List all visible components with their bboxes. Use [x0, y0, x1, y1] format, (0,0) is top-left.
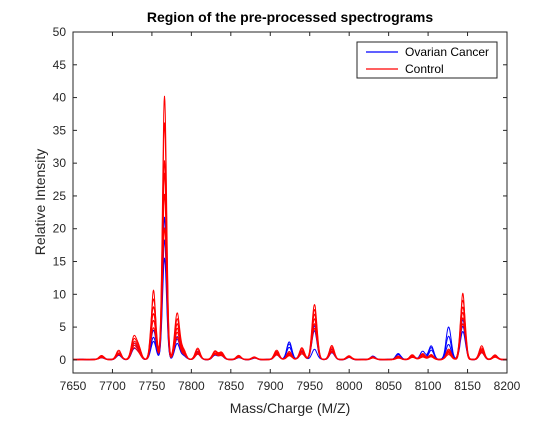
y-tick-label: 40 [53, 91, 67, 105]
x-tick-label: 7650 [60, 379, 87, 393]
legend-box [356, 41, 498, 79]
plot-area-frame [72, 31, 508, 374]
legend: Ovarian Cancer Control [356, 41, 498, 79]
x-tick-label: 7850 [217, 379, 244, 393]
x-axis-label: Mass/Charge (M/Z) [230, 400, 351, 416]
y-tick-label: 35 [53, 123, 67, 137]
x-tick-label: 8150 [454, 379, 481, 393]
legend-label-control: Control [405, 62, 444, 76]
x-tick-label: 7800 [178, 379, 205, 393]
y-tick-label: 10 [53, 287, 67, 301]
x-tick-label: 8200 [494, 379, 521, 393]
x-axis: 7650 7700 7750 7800 7850 7900 7950 8000 8050 8100… [60, 32, 521, 393]
chart-title: Region of the pre-processed spectrograms [147, 9, 434, 25]
series-line-control-7 [73, 193, 507, 361]
series-line-control-8 [73, 227, 507, 361]
x-tick-label: 7900 [257, 379, 284, 393]
y-tick-label: 25 [53, 189, 67, 203]
x-tick-label: 8100 [415, 379, 442, 393]
x-tick-label: 8050 [375, 379, 402, 393]
series-line-control-4 [73, 122, 507, 361]
series-line-control-3 [73, 95, 507, 361]
y-axis: 0 5 10 15 20 25 30 35 40 45 50 [53, 25, 507, 367]
x-tick-label: 7750 [139, 379, 166, 393]
y-tick-label: 50 [53, 25, 67, 39]
y-tick-label: 45 [53, 58, 67, 72]
legend-label-ovarian-cancer: Ovarian Cancer [405, 45, 489, 59]
series-line-ovarian-cancer-1 [73, 216, 507, 361]
series-layer [73, 95, 507, 361]
y-tick-label: 5 [59, 320, 66, 334]
series-line-control-5 [73, 160, 507, 361]
y-axis-label: Relative Intensity [32, 149, 48, 256]
y-tick-label: 15 [53, 255, 67, 269]
x-tick-label: 8000 [336, 379, 363, 393]
x-tick-label: 7700 [99, 379, 126, 393]
y-tick-label: 0 [59, 353, 66, 367]
y-tick-label: 30 [53, 156, 67, 170]
x-tick-label: 7950 [296, 379, 323, 393]
series-line-control-6 [73, 172, 507, 361]
y-tick-label: 20 [53, 222, 67, 236]
